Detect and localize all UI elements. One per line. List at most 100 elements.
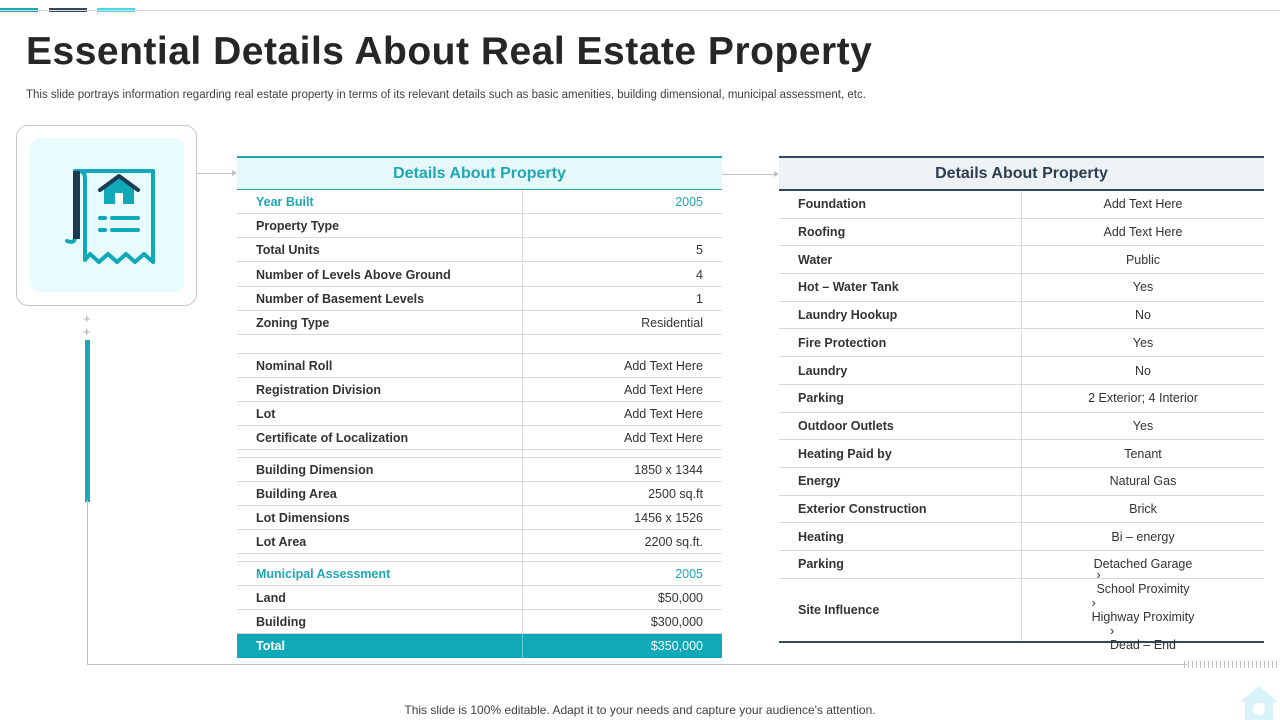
footer-note: This slide is 100% editable. Adapt it to… <box>404 703 876 717</box>
table-row: Municipal Assessment 2005 <box>237 562 722 586</box>
row-label: Total <box>256 639 285 653</box>
row-value: $50,000 <box>522 586 722 609</box>
row-label: Parking <box>798 391 844 406</box>
table-spacer-row <box>237 450 722 458</box>
table-row: Total Units 5 <box>237 238 722 262</box>
row-value: 2200 sq.ft. <box>522 530 722 553</box>
table-row: Energy Natural Gas <box>779 468 1264 496</box>
spacer-cell <box>237 450 522 457</box>
row-value: 2005 <box>522 562 722 585</box>
row-label: Fire Protection <box>798 335 887 350</box>
row-label: Laundry <box>798 363 848 378</box>
row-label: Parking <box>798 557 844 572</box>
connector-arrow-right <box>774 171 779 177</box>
connector-arrow-left <box>232 170 237 176</box>
row-label: Municipal Assessment <box>256 567 391 581</box>
table-header: Details About Property <box>237 156 722 190</box>
row-label: Number of Levels Above Ground <box>256 268 451 282</box>
row-label: Total Units <box>256 243 320 257</box>
plus-mark: + <box>83 324 91 339</box>
row-value: $350,000 <box>522 634 722 658</box>
row-label: Lot Area <box>256 535 307 549</box>
row-label: Laundry Hookup <box>798 308 898 323</box>
table-row: Water Public <box>779 246 1264 275</box>
row-value: Add Text Here <box>522 354 722 377</box>
row-value: No <box>1021 357 1264 384</box>
row-value: Yes <box>1021 329 1264 357</box>
connector-line-left <box>197 173 234 174</box>
row-value: Residential <box>522 311 722 334</box>
row-value: 4 <box>522 263 722 286</box>
table-row: Lot Add Text Here <box>237 402 722 426</box>
row-label: Year Built <box>256 195 314 209</box>
row-value: Natural Gas <box>1021 468 1264 495</box>
table-row: Property Type <box>237 214 722 238</box>
row-label: Water <box>798 252 833 267</box>
spacer-cell <box>522 450 722 457</box>
site-influence-row: Site Influence › School Proximity › High… <box>779 568 1264 652</box>
row-label: Lot <box>256 407 276 421</box>
vertical-accent-bar <box>85 340 90 502</box>
tick-marks <box>1184 661 1280 668</box>
row-value: $300,000 <box>522 610 722 633</box>
spacer-cell <box>522 335 722 353</box>
row-value: 2500 sq.ft <box>522 482 722 505</box>
row-value: Yes <box>1021 412 1264 440</box>
row-value: 5 <box>522 238 722 261</box>
table-row: Registration Division Add Text Here <box>237 378 722 402</box>
table-row: Lot Dimensions 1456 x 1526 <box>237 506 722 530</box>
table-spacer-row <box>237 554 722 562</box>
row-label: Heating <box>798 529 844 544</box>
row-label: Certificate of Localization <box>256 431 409 445</box>
spacer-cell <box>237 554 522 561</box>
property-document-icon <box>65 169 155 264</box>
table-row: Outdoor Outlets Yes <box>779 412 1264 441</box>
plus-mark: + <box>83 311 91 326</box>
site-influence-item: › Dead – End <box>1109 623 1177 652</box>
table-row: Roofing Add Text Here <box>779 218 1264 247</box>
table-row: Building Dimension 1850 x 1344 <box>237 458 722 482</box>
row-label: Nominal Roll <box>256 359 333 373</box>
table-row: Building $300,000 <box>237 610 722 634</box>
table-row: Number of Basement Levels 1 <box>237 287 722 311</box>
table-row: Heating Bi – energy <box>779 523 1264 552</box>
row-label: Zoning Type <box>256 316 330 330</box>
table-row: Laundry No <box>779 357 1264 385</box>
site-influence-item: › Highway Proximity <box>1091 595 1195 624</box>
table-row: Laundry Hookup No <box>779 301 1264 330</box>
row-value: Add Text Here <box>522 402 722 425</box>
home-gear-icon <box>1240 686 1278 720</box>
site-influence-list: › School Proximity › Highway Proximity ›… <box>1021 568 1264 652</box>
row-label: Building Area <box>256 487 337 501</box>
row-label: Hot – Water Tank <box>798 280 899 295</box>
row-label: Property Type <box>256 219 340 233</box>
table-row: Parking Detached Garage <box>779 551 1264 579</box>
row-label: Roofing <box>798 225 846 240</box>
property-details-table-right: Details About Property Foundation Add Te… <box>779 156 1264 652</box>
row-value: Detached Garage <box>1021 551 1264 578</box>
icon-card-background <box>30 138 184 292</box>
row-label: Number of Basement Levels <box>256 292 425 306</box>
vertical-guide-line <box>87 500 88 665</box>
table-row: Fire Protection Yes <box>779 329 1264 358</box>
row-label: Building <box>256 615 306 629</box>
table-row: Foundation Add Text Here <box>779 191 1264 219</box>
spacer-cell <box>522 554 722 561</box>
row-label: Lot Dimensions <box>256 511 350 525</box>
top-accent-bar <box>0 0 1280 12</box>
row-value: 2 Exterior; 4 Interior <box>1021 384 1264 412</box>
row-value: Brick <box>1021 495 1264 523</box>
row-label: Energy <box>798 474 841 489</box>
row-value: 2005 <box>522 190 722 213</box>
row-value: Add Text Here <box>522 426 722 449</box>
bottom-guide-line <box>87 664 1187 665</box>
row-label: Site Influence <box>798 602 880 617</box>
row-label: Land <box>256 591 286 605</box>
top-divider-line <box>0 10 1280 11</box>
row-label: Exterior Construction <box>798 502 927 517</box>
row-value: Tenant <box>1021 440 1264 467</box>
icon-card <box>16 125 197 306</box>
table-row: Heating Paid by Tenant <box>779 440 1264 468</box>
table-row: Year Built 2005 <box>237 190 722 214</box>
row-value: Bi – energy <box>1021 523 1264 551</box>
